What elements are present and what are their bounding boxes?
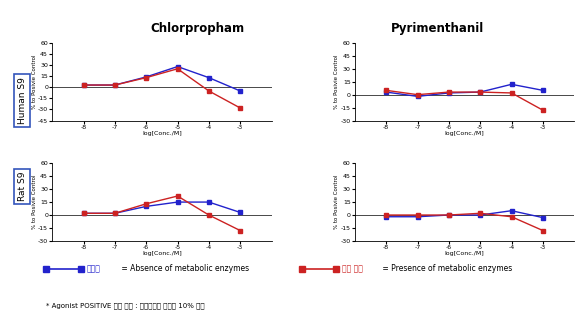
Text: 대사 이후: 대사 이후 (342, 264, 363, 274)
X-axis label: log[Conc./M]: log[Conc./M] (142, 251, 182, 256)
X-axis label: log[Conc./M]: log[Conc./M] (142, 131, 182, 136)
Text: Human S9: Human S9 (17, 77, 27, 124)
X-axis label: log[Conc./M]: log[Conc./M] (445, 251, 484, 256)
Text: Chlorpropham: Chlorpropham (150, 21, 244, 35)
X-axis label: log[Conc./M]: log[Conc./M] (445, 131, 484, 136)
Text: * Agonist POSITIVE 판정 기준 : 시험물질의 활성이 10% 이상: * Agonist POSITIVE 판정 기준 : 시험물질의 활성이 10%… (46, 302, 205, 309)
Y-axis label: % to Posivie Control: % to Posivie Control (334, 54, 339, 109)
Text: 모를질: 모를질 (87, 264, 101, 274)
Y-axis label: % to Posivie Control: % to Posivie Control (334, 175, 339, 229)
Text: Rat S9: Rat S9 (17, 172, 27, 201)
Text: = Absence of metabolic enzymes: = Absence of metabolic enzymes (119, 264, 249, 274)
Text: Pyrimenthanil: Pyrimenthanil (392, 21, 484, 35)
Text: = Presence of metabolic enzymes: = Presence of metabolic enzymes (380, 264, 512, 274)
Y-axis label: % to Posivie Control: % to Posivie Control (31, 175, 37, 229)
Y-axis label: % to Posivie Control: % to Posivie Control (31, 54, 37, 109)
